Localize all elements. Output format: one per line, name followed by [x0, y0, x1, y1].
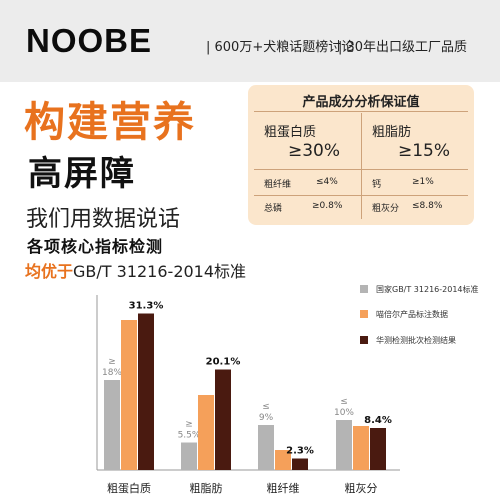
- legend-label-0: 国家GB/T 31216-2014标准: [376, 285, 479, 294]
- bar-label-0-2: ≤9%: [259, 402, 274, 423]
- header-tag-discussion: | 600万+犬粮话题榜讨论: [206, 40, 355, 55]
- bar-0-2: [258, 425, 274, 470]
- fiber-value: ≤4%: [316, 177, 338, 187]
- fat-label: 粗脂肪: [372, 125, 412, 140]
- divider: [254, 111, 468, 112]
- legend-swatch-1: [360, 310, 368, 318]
- bar-1-1: [198, 395, 214, 470]
- category-label-1: 粗脂肪: [190, 481, 223, 495]
- bar-label-0-3: ≤10%: [334, 397, 354, 418]
- legend-swatch-2: [360, 336, 368, 344]
- bar-label-0-1: ≥5.5%: [178, 420, 201, 441]
- bar-2-0: [138, 313, 154, 470]
- protein-label: 粗蛋白质: [264, 125, 317, 140]
- headline-data-claim: 我们用数据说话: [26, 207, 181, 232]
- bar-0-3: [336, 420, 352, 470]
- headline-primary: 构建营养: [24, 98, 196, 146]
- headline-secondary: 高屏障: [28, 154, 136, 194]
- headline-test-claim: 各项核心指标检测: [27, 237, 164, 256]
- ash-label: 粗灰分: [372, 204, 400, 214]
- legend-label-1: 喵倍尔产品标注数据: [376, 310, 448, 319]
- phosphorus-value: ≥0.8%: [312, 201, 343, 211]
- calcium-value: ≥1%: [412, 177, 434, 187]
- bar-label-0-0: ≥18%: [102, 357, 122, 378]
- divider: [361, 113, 362, 219]
- ash-value: ≤8.8%: [412, 201, 443, 211]
- guarantee-card: 产品成分分析保证值 粗蛋白质 ≥30% 粗脂肪 ≥15% 粗纤维 ≤4% 钙 ≥…: [248, 85, 474, 225]
- bar-1-0: [121, 320, 137, 470]
- guarantee-title: 产品成分分析保证值: [302, 95, 420, 110]
- comparison-bar-chart: ≥18% 31.3% 粗蛋白质 ≥ 5.5% 20.1% 粗脂肪 ≤ 9% 2.3% 粗纤维 ≤ 10%…: [96, 295, 400, 495]
- bar-label-2-1: 20.1%: [206, 357, 241, 368]
- bar-1-3: [353, 426, 369, 470]
- category-label-0: 粗蛋白质: [107, 481, 151, 495]
- header-tag-factory: | 30年出口级工厂品质: [338, 40, 468, 55]
- calcium-label: 钙: [372, 180, 382, 190]
- header-bar: NOOBE | 600万+犬粮话题榜讨论 | 30年出口级工厂品质: [0, 0, 500, 82]
- fat-value: ≥15%: [398, 141, 451, 161]
- bar-2-3: [370, 428, 386, 470]
- protein-value: ≥30%: [288, 141, 341, 161]
- standard-text: GB/T 31216-2014标准: [73, 262, 247, 281]
- headline-standard-claim: 均优于GB/T 31216-2014标准: [25, 258, 246, 282]
- legend-swatch-0: [360, 285, 368, 293]
- legend-label-2: 华测检测批次检测结果: [376, 336, 456, 345]
- bar-2-1: [215, 369, 231, 470]
- bar-label-2-2: 2.3%: [286, 446, 314, 457]
- category-label-2: 粗纤维: [267, 482, 300, 495]
- bar-2-2: [292, 458, 308, 470]
- bar-1-2: [275, 450, 291, 470]
- brand-logo: NOOBE: [26, 22, 153, 59]
- bar-label-2-0: 31.3%: [129, 301, 164, 312]
- phosphorus-label: 总磷: [264, 204, 283, 214]
- category-label-3: 粗灰分: [345, 481, 378, 495]
- bar-0-0: [104, 380, 120, 470]
- fiber-label: 粗纤维: [264, 180, 292, 190]
- bar-0-1: [181, 442, 197, 470]
- bar-label-2-3: 8.4%: [364, 415, 392, 426]
- highlight-text: 均优于: [25, 262, 74, 281]
